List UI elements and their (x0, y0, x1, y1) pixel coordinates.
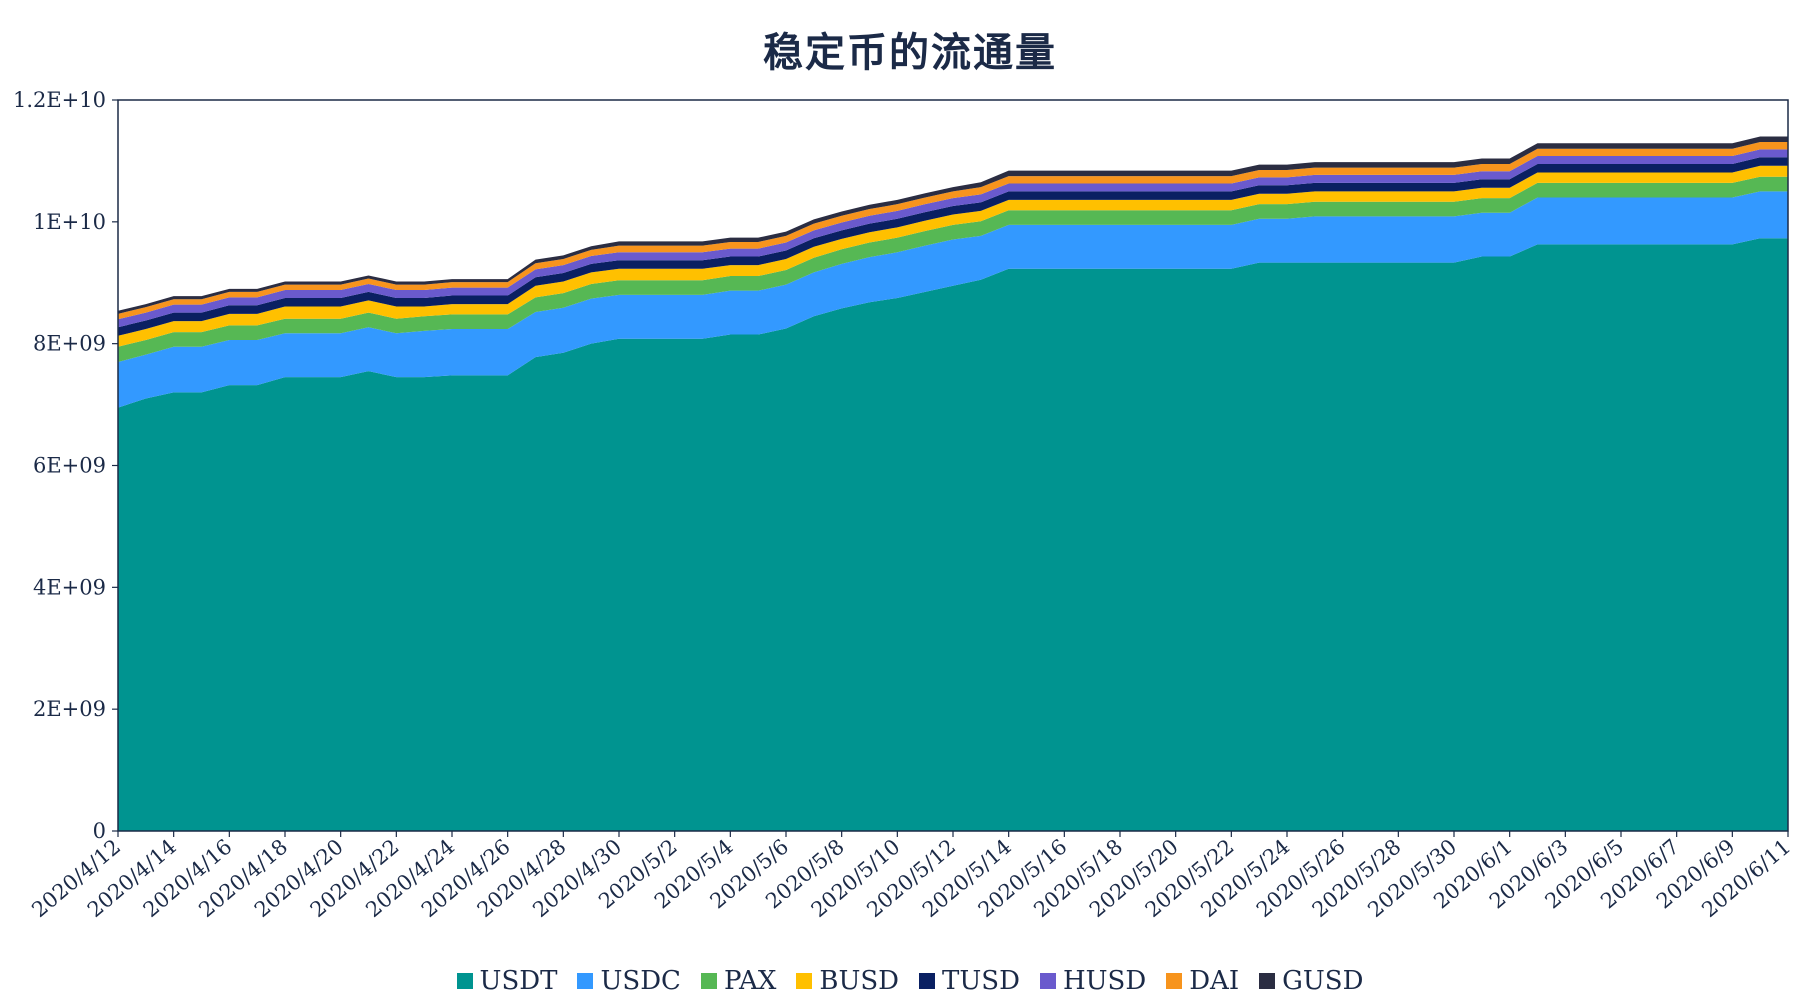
y-tick-label: 4E+09 (33, 575, 106, 599)
legend-swatch (1039, 973, 1056, 989)
legend-item-husd: HUSD (1039, 966, 1147, 996)
y-axis: 0 2E+09 4E+09 6E+09 8E+09 1E+10 1.2E+10 (13, 88, 118, 843)
area-pax (118, 176, 1788, 362)
stacked-area-chart: 0 2E+09 4E+09 6E+09 8E+09 1E+10 1.2E+10 2020/4… (13, 88, 1795, 922)
y-tick-label: 0 (93, 819, 106, 843)
y-tick-label: 6E+09 (33, 454, 106, 478)
legend-item-dai: DAI (1166, 966, 1239, 996)
legend-label: HUSD (1062, 966, 1147, 996)
legend-item-usdt: USDT (456, 966, 558, 996)
area-series-group (118, 136, 1788, 831)
y-tick-label: 2E+09 (33, 697, 106, 721)
y-tick-label: 8E+09 (33, 332, 106, 356)
area-usdt (118, 238, 1788, 831)
area-usdc (118, 191, 1788, 408)
legend-label: DAI (1189, 966, 1240, 996)
y-tick-label: 1.2E+10 (13, 88, 106, 112)
chart-title: 稳定币的流通量 (763, 30, 1057, 76)
legend-swatch (577, 973, 594, 989)
legend-item-usdc: USDC (577, 966, 681, 996)
legend-swatch (919, 973, 936, 989)
legend-label: USDC (600, 966, 681, 996)
legend-item-tusd: TUSD (919, 966, 1020, 996)
legend-label: PAX (723, 966, 777, 996)
legend-item-busd: BUSD (796, 966, 899, 996)
legend-swatch (1259, 973, 1276, 989)
legend-label: USDT (479, 966, 558, 996)
y-tick-label: 1E+10 (33, 210, 106, 234)
legend-swatch (796, 973, 813, 989)
legend-label: GUSD (1282, 966, 1364, 996)
legend-swatch (700, 973, 717, 989)
x-axis: 2020/4/122020/4/142020/4/162020/4/182020… (27, 831, 1795, 922)
legend-swatch (1166, 973, 1183, 989)
legend-item-gusd: GUSD (1259, 966, 1363, 996)
legend-swatch (456, 973, 473, 989)
legend-label: BUSD (819, 966, 900, 996)
legend: USDT USDC PAX BUSD TUSD HUSD DAI GUSD (0, 966, 1820, 996)
legend-label: TUSD (942, 966, 1020, 996)
legend-item-pax: PAX (700, 966, 777, 996)
